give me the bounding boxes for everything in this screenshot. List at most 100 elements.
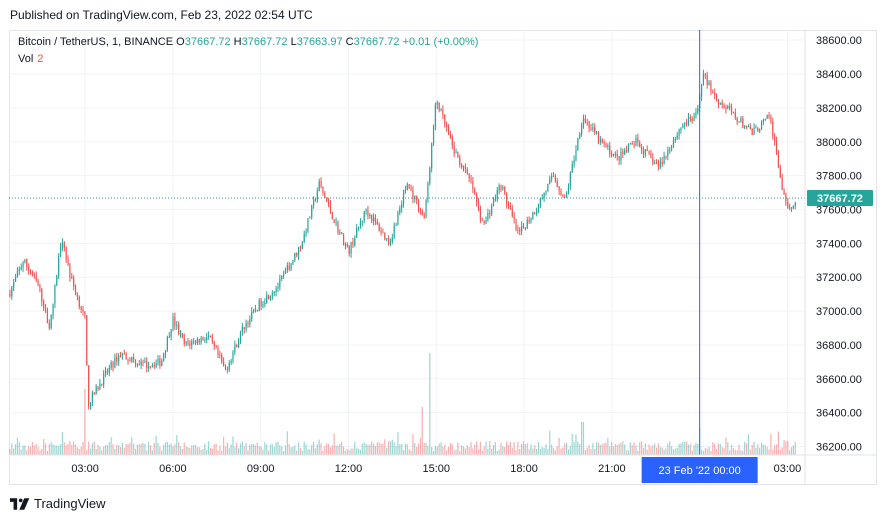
candle-body — [702, 74, 705, 85]
volume-bar — [372, 443, 375, 455]
candle-body — [58, 256, 60, 276]
candle-body — [517, 229, 519, 231]
candle-body — [472, 180, 474, 190]
candle-body — [178, 324, 180, 334]
open-value: 37667.72 — [184, 36, 231, 48]
volume-bar — [58, 446, 60, 455]
volume-bar — [48, 444, 50, 455]
volume-bar — [326, 443, 328, 455]
candle-body — [537, 207, 540, 211]
candle-body — [389, 242, 392, 245]
volume-bar — [286, 431, 288, 455]
candle-body — [273, 292, 275, 294]
candle-body — [9, 294, 11, 297]
candle-body — [221, 355, 223, 362]
candle-body — [266, 295, 268, 303]
candle-body — [453, 145, 455, 154]
candle-body — [50, 315, 52, 328]
volume-bar — [67, 443, 69, 455]
x-tick-label: 18:00 — [510, 463, 538, 475]
volume-bar — [551, 444, 553, 455]
volume-bar — [515, 450, 517, 455]
volume-bar — [69, 441, 71, 455]
volume-bar — [479, 441, 481, 455]
footer-brand[interactable]: TradingView — [10, 496, 106, 511]
volume-bar — [655, 447, 658, 455]
volume-bar — [37, 447, 39, 455]
volume-bar — [526, 443, 528, 455]
volume-bar — [618, 443, 620, 455]
candle-body — [318, 181, 320, 192]
candle-body — [63, 242, 65, 249]
volume-bar — [341, 441, 343, 455]
volume-bar — [794, 441, 796, 455]
candle-body — [541, 197, 543, 199]
volume-bar — [236, 442, 238, 455]
volume-bar — [369, 444, 371, 455]
candle-body — [665, 155, 667, 157]
candle-body — [697, 108, 699, 113]
candle-body — [380, 230, 382, 233]
candle-body — [521, 225, 523, 232]
candle-body — [684, 123, 686, 126]
candle-body — [378, 224, 380, 231]
volume-bar — [191, 445, 193, 455]
volume-legend: Vol 2 — [18, 53, 43, 65]
symbol-title[interactable]: Bitcoin / TetherUS, 1, BINANCE — [18, 36, 174, 48]
volume-label[interactable]: Vol — [18, 53, 34, 65]
volume-bar — [305, 444, 307, 455]
candle-body — [579, 134, 581, 139]
volume-bar — [219, 445, 221, 455]
volume-bar — [28, 445, 30, 455]
volume-value: 2 — [37, 53, 44, 65]
candle-body — [11, 287, 13, 297]
volume-bar — [297, 442, 300, 455]
volume-bar — [522, 441, 525, 455]
volume-bar — [239, 443, 242, 455]
candle-body — [562, 195, 564, 197]
candle-body — [61, 242, 64, 248]
volume-bar — [101, 450, 103, 455]
candle-body — [20, 267, 22, 270]
candle-body — [524, 227, 526, 229]
volume-bar — [579, 443, 581, 455]
volume-bar — [24, 445, 26, 455]
candle-body — [734, 112, 736, 118]
candlestick-chart[interactable]: 37667.72 23 Feb '22 00:00 36200.00 36400.0… — [9, 30, 877, 485]
volume-bar — [223, 436, 225, 455]
candle-body — [144, 361, 146, 363]
candle-body — [596, 132, 598, 134]
candle-body — [361, 220, 363, 223]
candle-body — [789, 207, 791, 209]
volume-bar — [760, 442, 763, 455]
volume-bar — [753, 441, 755, 455]
volume-bar — [11, 443, 13, 455]
candle-body — [564, 196, 566, 198]
volume-bar — [303, 441, 305, 455]
volume-bar — [629, 442, 631, 455]
candle-body — [401, 203, 403, 209]
volume-bar — [312, 441, 315, 455]
candle-body — [455, 151, 457, 154]
volume-bar — [39, 450, 41, 455]
candle-body — [191, 341, 193, 346]
candle-body — [432, 126, 435, 144]
volume-bar — [541, 446, 543, 455]
candle-body — [625, 150, 628, 152]
candle-body — [513, 215, 515, 220]
candle-body — [269, 296, 272, 300]
volume-bar — [573, 441, 575, 455]
candle-body — [335, 222, 337, 224]
volume-bar — [228, 447, 230, 455]
volume-bar — [446, 450, 448, 455]
volume-bar — [294, 445, 296, 455]
candle-body — [48, 322, 50, 328]
volume-bar — [736, 450, 738, 455]
volume-bar — [652, 445, 654, 455]
candle-body — [747, 126, 750, 128]
volume-bar — [504, 446, 506, 455]
candle-body — [494, 198, 496, 200]
volume-bar — [243, 446, 245, 455]
candle-body — [590, 128, 592, 130]
volume-bar — [260, 446, 262, 455]
